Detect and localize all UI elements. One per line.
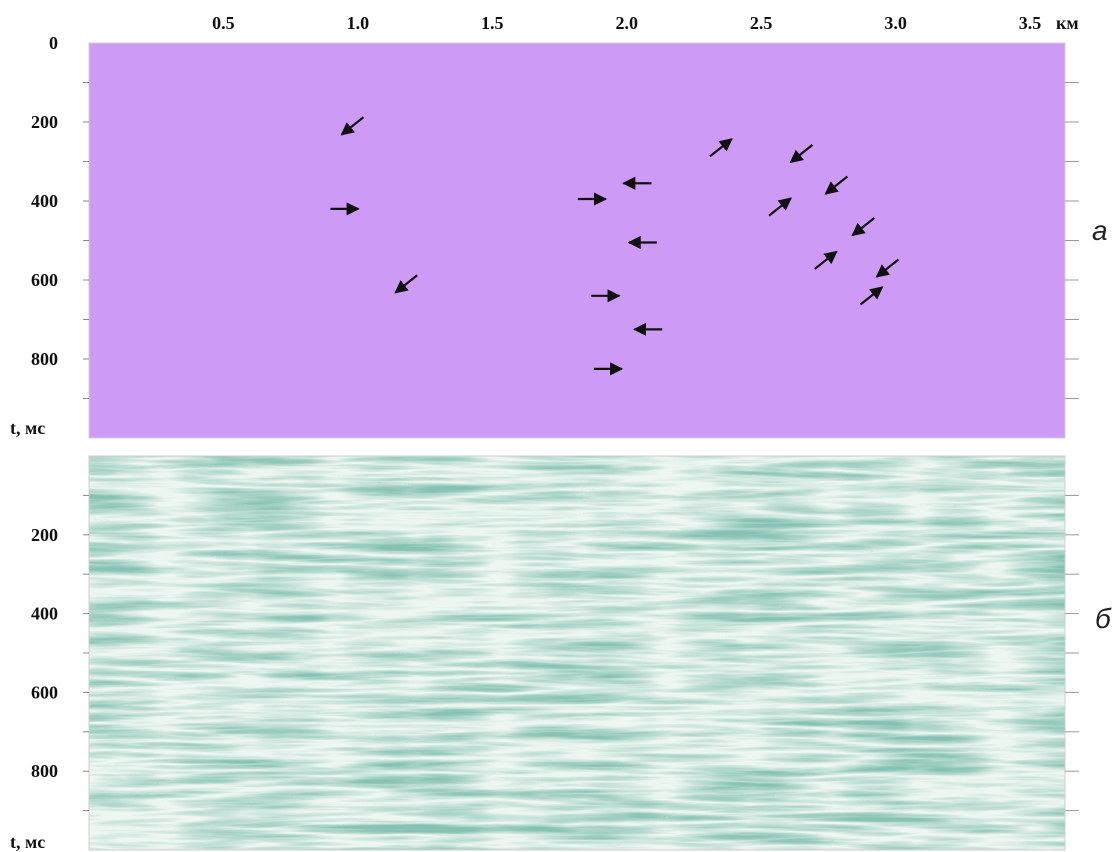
annotation-arrow	[859, 286, 884, 306]
x-axis-unit: км	[1056, 13, 1079, 33]
distance-axis: 0.5 1.0 1.5 2.0 2.5 3.0 3.5 км	[212, 13, 1079, 850]
annotation-arrow	[340, 116, 365, 136]
panel-b-seismic-section: 200 400 600 800 t, мс б	[10, 455, 1112, 852]
panel-b-label: б	[1095, 603, 1112, 634]
x-tick-label: 3.0	[884, 13, 907, 33]
annotation-arrow	[789, 144, 814, 164]
x-tick-label: 0.5	[212, 13, 235, 33]
panel-a-time-ticks: 0 200 400 600 800	[31, 33, 1079, 399]
annotation-arrow	[709, 138, 733, 158]
x-tick-label: 1.0	[347, 13, 370, 33]
panel-b-time-tick-label: 600	[31, 682, 58, 702]
panel-a-color-field	[89, 43, 1065, 438]
x-tick-label: 2.5	[750, 13, 773, 33]
panel-a-arrow-annotations	[330, 116, 900, 376]
x-tick-label: 1.5	[481, 13, 504, 33]
panel-b-time-axis-title: t, мс	[10, 832, 45, 852]
annotation-arrow	[814, 250, 838, 270]
panel-b-time-ticks: 200 400 600 800	[31, 494, 1079, 812]
panel-b-wiggle-field	[89, 456, 1065, 850]
annotation-arrow	[824, 175, 849, 195]
x-tick-label: 3.5	[1019, 13, 1042, 33]
panel-a-attribute-section: 0 200 400 600 800 t, мс а	[10, 33, 1108, 439]
panel-a-time-tick-label: 600	[31, 270, 58, 290]
panel-b-time-tick-label: 800	[31, 761, 58, 781]
panel-a-time-axis-title: t, мс	[10, 418, 45, 438]
panel-a-time-tick-label: 200	[31, 112, 58, 132]
panel-a-time-tick-label: 0	[49, 33, 58, 53]
panel-a-time-tick-label: 400	[31, 191, 58, 211]
panel-b-time-tick-label: 400	[31, 604, 58, 624]
panel-a-time-tick-label: 800	[31, 349, 58, 369]
x-tick-label: 2.0	[615, 13, 638, 33]
annotation-arrow	[851, 217, 875, 237]
annotation-arrow	[394, 274, 418, 294]
annotation-arrow	[875, 258, 900, 278]
panel-a-label: а	[1092, 215, 1108, 246]
panel-b-time-tick-label: 200	[31, 525, 58, 545]
annotation-arrow	[768, 197, 792, 217]
